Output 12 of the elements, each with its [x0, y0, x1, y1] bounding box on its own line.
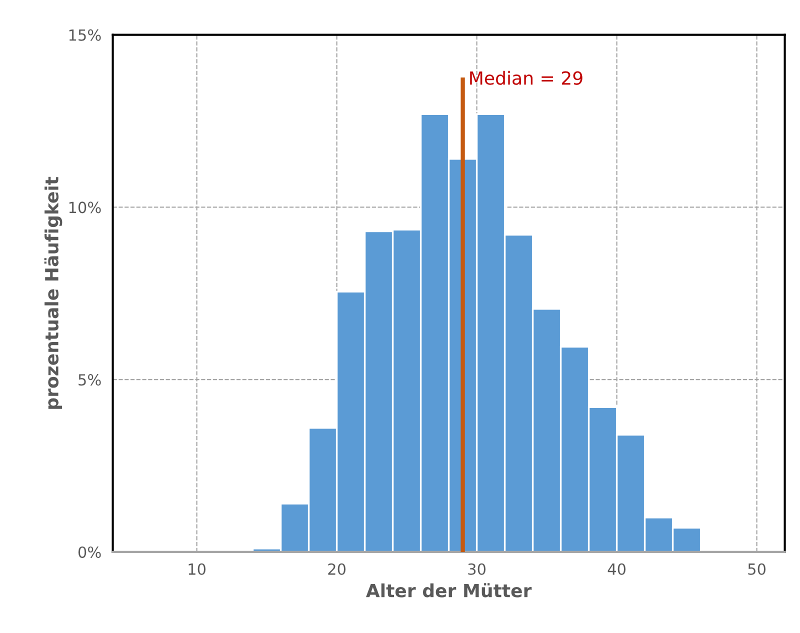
annotation: Median = 29	[470, 70, 582, 85]
x-tick-label: 20	[328, 563, 346, 575]
x-tick-label: 50	[748, 563, 766, 575]
x-tick-label: 30	[468, 563, 486, 575]
y-axis-title: prozentuale Häufigkeit	[44, 176, 62, 409]
y-tick-label: 15%	[69, 29, 101, 41]
x-axis-title: Alter der Mütter	[366, 583, 532, 598]
y-tick-label: 10%	[69, 202, 101, 214]
x-tick-label: 10	[188, 563, 206, 575]
y-tick-label: 0%	[78, 546, 101, 558]
x-tick-label: 40	[608, 563, 626, 575]
y-tick-label: 5%	[78, 374, 101, 386]
